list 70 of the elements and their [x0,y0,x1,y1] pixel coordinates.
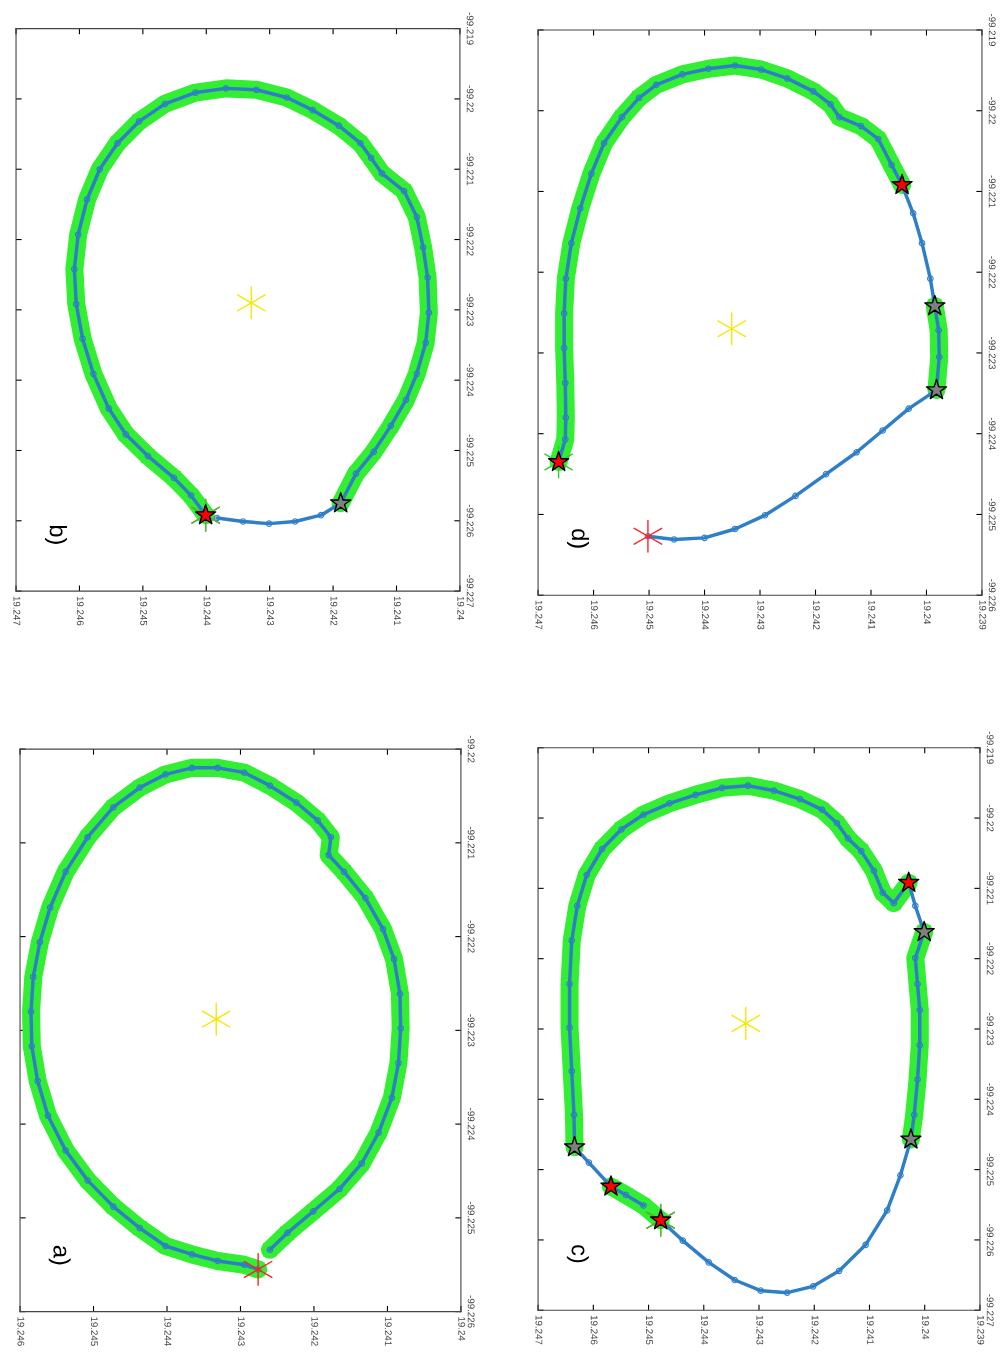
x-tick-label: 19.242 [330,596,338,626]
y-tick-label: -99.223 [988,336,996,370]
y-tick-label: -99.22 [467,735,475,763]
y-tick-label: -99.224 [467,1108,475,1141]
x-tick-label: 19.243 [267,596,274,626]
x-tick-label: 19.245 [646,600,654,630]
y-tick-label: -99.226 [988,579,996,612]
x-tick-label: 19.246 [17,1317,25,1346]
y-tick-label: -99.226 [466,504,474,537]
x-tick-label: 19.239 [979,600,987,630]
y-tick-label: -99.222 [466,223,474,256]
y-tick-label: -99.219 [988,13,996,46]
x-tick-label: 19.244 [164,1317,172,1346]
annotation: c) [566,1245,589,1263]
x-tick-label: 19.246 [76,596,84,626]
y-tick-label: -99.226 [467,1295,475,1328]
x-tick-label: 19.24 [923,600,931,625]
x-tick-label: 19.244 [701,600,709,630]
x-tick-label: 19.239 [977,1315,985,1345]
x-tick-label: 19.241 [384,1317,392,1346]
y-tick-label: -99.224 [988,417,996,450]
x-tick-label: 19.24 [457,596,465,621]
y-tick-label: -99.222 [988,256,996,289]
y-tick-label: -99.227 [986,1294,994,1327]
y-tick-label: -99.22 [466,85,474,113]
y-tick-label: -99.219 [466,12,474,45]
y-tick-label: -99.221 [466,153,474,186]
x-tick-label: 19.241 [868,600,876,630]
x-tick-label: 19.244 [203,596,211,626]
y-tick-label: -99.227 [466,575,474,608]
y-tick-label: -99.226 [986,1223,994,1256]
x-tick-label: 19.247 [535,600,543,630]
x-tick-label: 19.245 [645,1315,653,1345]
y-tick-label: -99.219 [986,731,994,764]
y-tick-label: -99.223 [466,293,474,326]
x-tick-label: 19.241 [393,596,401,626]
y-tick-label: -99.223 [986,1012,994,1046]
annotation: a) [48,1245,71,1265]
x-tick-label: 19.246 [590,600,598,630]
annotation: d) [567,529,590,548]
x-tick-label: 19.24 [922,1315,929,1340]
y-tick-label: -99.221 [988,175,996,208]
x-tick-label: 19.246 [590,1315,598,1345]
y-tick-label: -99.225 [466,434,474,467]
y-tick-label: -99.222 [467,920,475,953]
x-tick-label: 19.245 [90,1317,98,1346]
x-tick-label: 19.243 [757,600,765,630]
y-tick-label: -99.225 [467,1201,475,1234]
y-tick-label: -99.225 [988,498,996,531]
y-tick-label: -99.224 [986,1083,994,1116]
x-tick-label: 19.243 [237,1317,245,1346]
y-tick-label: -99.223 [467,1014,475,1047]
x-tick-label: 19.244 [701,1315,709,1345]
annotation: b) [44,525,67,544]
y-tick-label: -99.221 [467,826,475,859]
x-tick-label: 19.247 [535,1315,543,1345]
x-tick-label: 19.247 [13,596,21,626]
x-tick-label: 19.242 [311,1317,319,1346]
y-tick-label: -99.221 [986,872,994,905]
x-tick-label: 19.241 [866,1315,874,1345]
x-tick-label: 19.243 [756,1315,764,1345]
y-tick-label: -99.224 [466,364,474,397]
x-tick-label: 19.245 [140,596,148,626]
x-tick-label: 19.242 [811,1315,819,1345]
y-tick-label: -99.22 [988,97,996,125]
x-tick-label: 19.242 [812,600,820,630]
y-tick-label: -99.222 [986,942,994,975]
y-tick-label: -99.22 [986,804,994,832]
y-tick-label: -99.225 [986,1153,994,1186]
x-tick-label: 19.24 [458,1317,466,1341]
